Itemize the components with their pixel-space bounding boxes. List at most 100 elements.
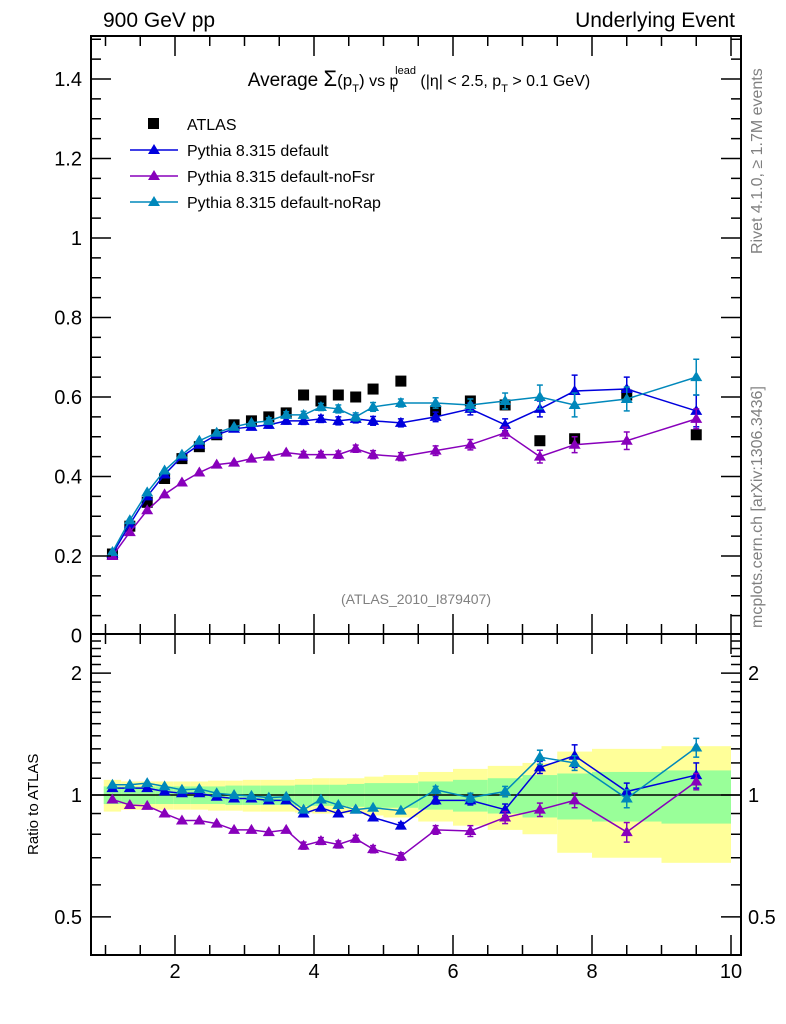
main-plot-marks	[106, 358, 703, 560]
mc-data-point	[568, 398, 581, 409]
mc-data-point	[533, 450, 546, 461]
mc-data-point	[499, 426, 512, 437]
ratio-data-point	[690, 775, 703, 786]
mc-data-point	[158, 464, 171, 475]
ratio-data-point	[245, 789, 258, 800]
mc-data-point	[394, 450, 407, 461]
ratio-data-point	[297, 839, 310, 850]
mc-data-point	[429, 396, 442, 407]
x-tick-label: 2	[169, 961, 180, 983]
y-tick-label: 0.4	[54, 467, 82, 489]
ratio-data-point	[175, 783, 188, 794]
ratio-data-point	[690, 741, 703, 752]
mc-data-point	[349, 410, 362, 421]
mc-data-point	[332, 402, 345, 413]
ratio-data-point	[280, 790, 293, 801]
ratio-data-point	[210, 787, 223, 798]
ratio-y-axis-label: Ratio to ATLAS	[25, 754, 42, 855]
ratio-data-point	[141, 782, 154, 793]
y-tick-label: 0	[71, 626, 82, 648]
ratio-data-point	[533, 761, 546, 772]
ratio-data-point	[394, 804, 407, 815]
ratio-data-point	[499, 785, 512, 796]
ratio-data-point	[141, 799, 154, 810]
ratio-data-point	[297, 803, 310, 814]
mcplots-reference-label: mcplots.cern.ch [arXiv:1306.3436]	[749, 386, 766, 628]
ratio-data-point	[228, 789, 241, 799]
ratio-data-point	[280, 823, 293, 834]
ratio-data-point	[175, 814, 188, 825]
mc-data-point	[332, 448, 345, 459]
mc-data-point	[210, 426, 223, 437]
plot-title: Average Σ(pT) vs pTlead (|η| < 2.5, pT >…	[248, 65, 590, 95]
ratio-data-point	[533, 751, 546, 762]
legend-label-nofsr: Pythia 8.315 default-noFsr	[187, 169, 375, 186]
mc-data-point	[245, 416, 258, 427]
mc-data-point	[106, 546, 119, 557]
ratio-y-tick-label: 2	[71, 663, 82, 685]
mc-data-point	[429, 410, 442, 421]
ratio-data-point	[367, 801, 380, 812]
mc-data-point	[367, 400, 380, 411]
mc-data-point	[367, 448, 380, 459]
mc-data-point	[141, 486, 154, 497]
mc-data-point	[158, 488, 171, 499]
atlas-data-point	[367, 383, 379, 395]
x-tick-label: 6	[447, 961, 458, 983]
ratio-data-point	[429, 783, 442, 794]
mc-data-point	[280, 446, 293, 457]
ratio-data-point	[620, 792, 633, 803]
ratio-data-point	[210, 817, 223, 828]
ratio-data-point	[367, 811, 380, 822]
ratio-data-point	[349, 832, 362, 843]
atlas-data-point	[350, 391, 362, 403]
ratio-data-point	[158, 780, 171, 791]
legend-marker-norap	[148, 196, 160, 206]
ratio-data-point	[533, 803, 546, 814]
legend-label-default: Pythia 8.315 default	[187, 143, 329, 160]
mc-data-point	[394, 396, 407, 407]
ratio-data-point	[394, 819, 407, 830]
mc-data-point	[210, 458, 223, 469]
ratio-data-point	[245, 823, 258, 834]
legend-label-norap: Pythia 8.315 default-noRap	[187, 195, 381, 212]
mc-data-point	[314, 412, 327, 423]
ratio-data-point	[332, 798, 345, 809]
ratio-y-tick-label: 1	[71, 785, 82, 807]
ratio-data-point	[106, 793, 119, 804]
x-tick-label: 8	[586, 961, 597, 983]
ratio-data-point	[193, 782, 206, 793]
mc-data-point	[123, 514, 136, 525]
mc-data-point	[620, 434, 633, 445]
rivet-version-label: Rivet 4.1.0, ≥ 1.7M events	[749, 68, 766, 254]
ratio-y-tick-label: 0.5	[54, 907, 82, 929]
ratio-data-point	[262, 826, 275, 837]
ratio-data-point	[141, 777, 154, 788]
mc-data-point	[394, 416, 407, 427]
mc-data-point	[262, 414, 275, 425]
ratio-data-point	[123, 798, 136, 809]
mc-data-point	[228, 456, 241, 467]
mc-data-point	[533, 391, 546, 401]
atlas-data-point	[395, 375, 407, 387]
y-tick-label: 0.8	[54, 308, 82, 330]
ratio-data-point	[429, 823, 442, 834]
ratio-plot-marks	[106, 737, 703, 862]
ratio-data-point	[429, 794, 442, 805]
mc-data-point	[499, 418, 512, 429]
y-tick-label: 1.4	[54, 69, 82, 91]
ratio-data-point	[158, 807, 171, 818]
ratio-data-point	[394, 850, 407, 861]
mc-data-point	[193, 434, 206, 445]
mc-data-point	[429, 444, 442, 455]
mc-data-point	[367, 414, 380, 425]
ratio-uncertainty-bands	[103, 746, 731, 863]
atlas-data-point	[690, 429, 702, 441]
mc-data-point	[314, 448, 327, 459]
legend: ATLAS Pythia 8.315 default Pythia 8.315 …	[130, 117, 381, 212]
mc-data-point	[262, 450, 275, 461]
ratio-data-point	[568, 794, 581, 805]
y-tick-label: 0.2	[54, 546, 82, 568]
ratio-data-point	[367, 843, 380, 854]
